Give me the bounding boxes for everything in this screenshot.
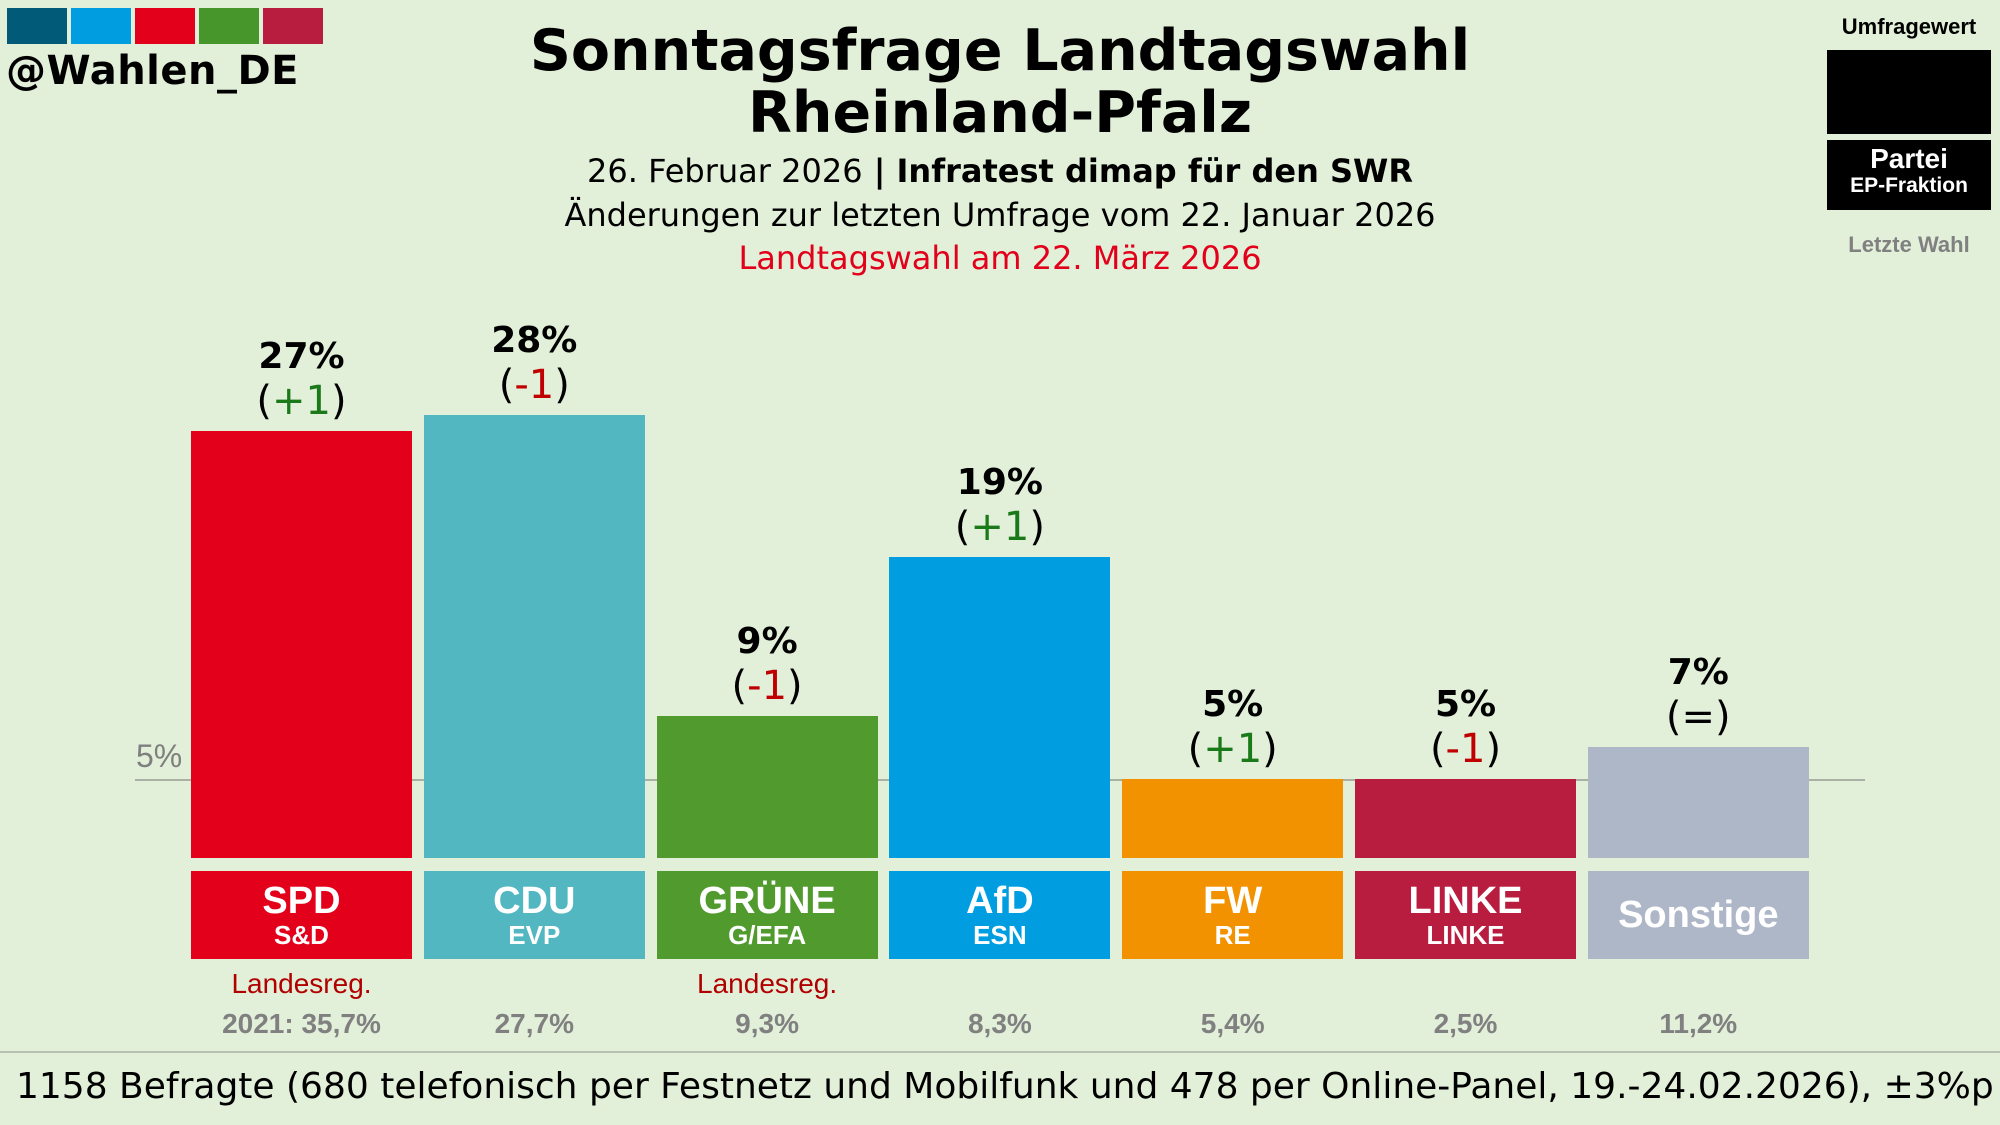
change-value: =	[1681, 694, 1716, 741]
legend-party-label: Partei	[1870, 143, 1948, 174]
logo-block	[7, 8, 67, 44]
bar-linke	[1355, 778, 1576, 858]
logo-block	[263, 8, 323, 44]
percent-label: 7%	[1667, 652, 1729, 694]
last-election-value: 8,3%	[967, 1008, 1032, 1039]
change-value: -1	[1445, 725, 1486, 772]
last-election-value: 11,2%	[1659, 1008, 1738, 1039]
logo-block	[71, 8, 131, 44]
party-label-box: AfD ESN	[889, 871, 1111, 959]
poll-date: 26. Februar 2026	[587, 152, 863, 190]
party-label-box: LINKE LINKE	[1355, 871, 1576, 959]
party-label-box: CDU EVP	[423, 871, 645, 959]
government-label: Landesreg.	[697, 968, 838, 999]
change-value: +1	[970, 504, 1030, 551]
percent-label: 5%	[1434, 683, 1497, 725]
bar-grüne	[656, 715, 878, 858]
party-name: CDU	[493, 880, 576, 922]
change-label: (-1)	[498, 362, 570, 409]
logo	[7, 8, 323, 44]
change-value: +1	[1203, 725, 1263, 772]
footer-divider	[0, 1051, 2000, 1053]
change-label: (+1)	[954, 504, 1045, 551]
last-election-value: 2021: 35,7%	[222, 1008, 381, 1039]
value-label: 5% (-1)	[1336, 683, 1596, 771]
election-note: Landtagswahl am 22. März 2026	[738, 239, 1262, 277]
ep-group: EVP	[508, 920, 561, 950]
brand-handle: @Wahlen_DE	[6, 48, 300, 94]
legend-value-label: Umfragewert	[1841, 14, 1977, 39]
institute: Infratest dimap für den SWR	[896, 152, 1413, 190]
last-election-value: 2,5%	[1433, 1008, 1498, 1039]
legend-last-label: Letzte Wahl	[1848, 232, 1970, 257]
change-label: (+1)	[1187, 725, 1278, 772]
party-name: Sonstige	[1618, 894, 1779, 936]
changes-note: Änderungen zur letzten Umfrage vom 22. J…	[564, 196, 1436, 234]
title-line-1: Sonntagsfrage Landtagswahl	[529, 18, 1471, 84]
last-election-value: 9,3%	[735, 1008, 799, 1039]
party-name: GRÜNE	[698, 880, 836, 922]
percent-label: 19%	[956, 462, 1043, 504]
value-label: 9% (-1)	[637, 620, 897, 708]
ep-group: RE	[1214, 920, 1251, 950]
value-label: 19% (+1)	[870, 461, 1130, 549]
party-name: FW	[1203, 880, 1263, 922]
ep-group: G/EFA	[728, 920, 807, 950]
ep-group: S&D	[274, 920, 329, 950]
reference-line-label: 5%	[136, 738, 183, 774]
bar-sonstige	[1587, 747, 1809, 858]
chart-title: Sonntagsfrage Landtagswahl Rheinland-Pfa…	[400, 20, 1600, 144]
party-name: LINKE	[1408, 880, 1523, 922]
legend-bar-swatch	[1827, 50, 1991, 134]
ep-group: ESN	[973, 920, 1027, 950]
value-label: 7% (=)	[1568, 651, 1828, 739]
percent-label: 5%	[1202, 683, 1264, 725]
party-label-box: Sonstige	[1587, 871, 1809, 959]
party-label-box: SPD S&D	[191, 871, 412, 959]
legend: Umfragewert Partei EP-Fraktion Letzte Wa…	[1826, 14, 1992, 258]
change-label: (-1)	[1429, 725, 1502, 772]
change-value: +1	[272, 377, 331, 424]
legend-group-label: EP-Fraktion	[1850, 174, 1968, 197]
value-label: 27% (+1)	[172, 335, 432, 423]
change-value: -1	[747, 662, 788, 709]
bar-spd	[191, 430, 412, 858]
title-line-2: Rheinland-Pfalz	[747, 80, 1253, 146]
percent-label: 28%	[491, 320, 578, 362]
logo-block	[135, 8, 195, 44]
footer-note: 1158 Befragte (680 telefonisch per Festn…	[16, 1066, 1994, 1107]
change-label: (+1)	[256, 377, 347, 424]
party-name: SPD	[262, 880, 341, 922]
last-election-value: 27,7%	[494, 1008, 574, 1039]
bar-fw	[1122, 778, 1344, 858]
party-name: AfD	[966, 880, 1034, 922]
value-label: 28% (-1)	[404, 319, 664, 407]
percent-label: 9%	[736, 620, 798, 662]
value-label: 5% (+1)	[1103, 683, 1363, 771]
percent-label: 27%	[258, 335, 345, 377]
change-value: -1	[514, 362, 555, 409]
party-label-box: GRÜNE G/EFA	[656, 871, 878, 959]
party-label-box: FW RE	[1122, 871, 1344, 959]
legend-party-box: Partei EP-Fraktion	[1827, 140, 1991, 210]
change-label: (-1)	[731, 662, 803, 709]
last-election-value: 5,4%	[1200, 1008, 1265, 1039]
ep-group: LINKE	[1426, 920, 1505, 950]
subtitle-date: 26. Februar 2026 | Infratest dimap für d…	[400, 152, 1600, 190]
government-label: Landesreg.	[231, 968, 372, 999]
bar-cdu	[423, 415, 645, 858]
change-label: (=)	[1665, 694, 1731, 741]
separator: |	[862, 152, 897, 190]
bar-afd	[889, 557, 1111, 858]
logo-block	[199, 8, 259, 44]
